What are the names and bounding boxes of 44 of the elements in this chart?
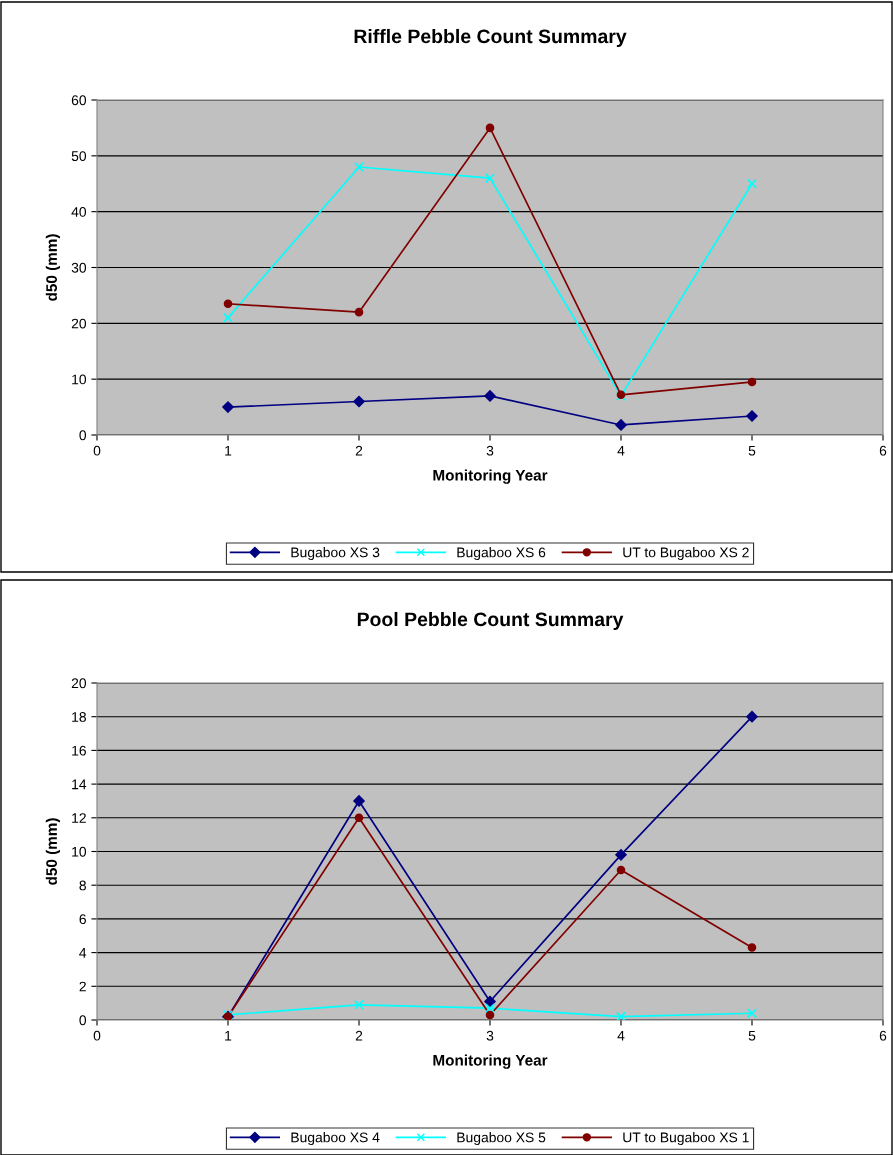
y-axis-title: d50 (mm) (45, 818, 61, 885)
y-tick-label: 20 (71, 678, 87, 689)
y-tick-label: 6 (79, 914, 86, 925)
y-tick-label: 12 (72, 813, 86, 823)
y-tick-label: 40 (71, 207, 87, 217)
x-tick-label: 4 (617, 1030, 625, 1041)
x-tick-label: 5 (748, 445, 756, 456)
x-tick-label: 6 (879, 1030, 887, 1041)
chart-title: Riffle Pebble Count Summary (354, 28, 627, 48)
y-tick-label: 10 (72, 846, 87, 857)
x-tick-label: 5 (748, 1030, 756, 1041)
legend-label: Bugaboo XS 6 (457, 547, 546, 561)
x-axis-title: Monitoring Year (433, 1054, 548, 1069)
y-tick-label: 18 (72, 712, 86, 722)
legend-label: Bugaboo XS 5 (457, 1132, 546, 1146)
legend-label: Bugaboo XS 3 (291, 547, 380, 561)
x-tick-label: 4 (617, 445, 625, 456)
x-tick-label: 2 (355, 445, 363, 456)
y-tick-label: 0 (79, 430, 87, 441)
x-tick-label: 2 (355, 1030, 363, 1041)
legend-label: UT to Bugaboo XS 2 (623, 547, 749, 561)
y-tick-label: 10 (72, 374, 87, 385)
x-tick-label: 0 (93, 1030, 101, 1041)
chart-title: Pool Pebble Count Summary (357, 611, 624, 631)
legend-label: Bugaboo XS 4 (291, 1132, 380, 1146)
y-tick-label: 14 (72, 779, 87, 790)
x-tick-label: 1 (225, 445, 232, 456)
x-tick-label: 3 (486, 445, 494, 456)
x-tick-label: 1 (225, 1030, 232, 1041)
y-tick-label: 0 (79, 1015, 87, 1026)
x-tick-label: 0 (93, 445, 101, 456)
y-axis-title: d50 (mm) (45, 234, 61, 301)
x-tick-label: 3 (486, 1030, 494, 1041)
x-tick-label: 6 (879, 445, 887, 456)
y-tick-label: 30 (71, 262, 87, 273)
y-tick-label: 16 (72, 745, 86, 756)
x-axis-title: Monitoring Year (433, 469, 548, 484)
legend-label: UT to Bugaboo XS 1 (623, 1132, 749, 1146)
y-tick-label: 50 (71, 151, 87, 161)
y-tick-label: 8 (79, 880, 86, 891)
y-tick-label: 2 (79, 981, 86, 992)
y-tick-label: 60 (71, 95, 87, 106)
y-tick-label: 4 (79, 948, 87, 958)
y-tick-label: 20 (71, 318, 87, 329)
